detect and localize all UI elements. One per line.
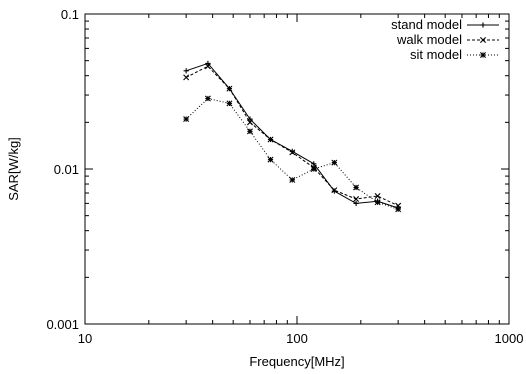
data-point xyxy=(480,52,486,58)
marker-stroke xyxy=(226,100,233,107)
x-tick-label: 1000 xyxy=(495,331,524,346)
data-point xyxy=(226,85,233,92)
marker-stroke xyxy=(183,74,190,81)
legend-item: sit model xyxy=(410,47,499,62)
data-point xyxy=(183,74,190,81)
series-sit-model xyxy=(183,95,402,213)
data-point xyxy=(331,187,338,194)
data-point xyxy=(226,100,233,107)
data-point xyxy=(395,206,402,213)
data-point xyxy=(353,200,359,206)
data-point xyxy=(353,196,360,203)
marker-stroke xyxy=(374,192,381,199)
marker-stroke xyxy=(480,37,486,43)
marker-stroke xyxy=(353,184,360,191)
data-point xyxy=(246,128,253,135)
series-line xyxy=(185,65,399,207)
marker-stroke xyxy=(204,63,211,70)
legend-label: walk model xyxy=(396,32,462,47)
data-point xyxy=(205,60,211,67)
marker-stroke xyxy=(353,196,360,203)
y-tick-label: 0.1 xyxy=(61,7,79,22)
marker-stroke xyxy=(289,149,296,156)
marker-stroke xyxy=(331,159,338,166)
marker-stroke xyxy=(246,128,253,135)
marker-stroke xyxy=(183,116,190,123)
legend-item: stand model xyxy=(391,17,499,32)
x-tick-label: 10 xyxy=(78,331,92,346)
marker-stroke xyxy=(331,187,338,194)
marker-stroke xyxy=(246,119,253,126)
marker-stroke xyxy=(226,85,233,92)
data-point xyxy=(289,176,296,183)
marker-stroke xyxy=(395,206,402,213)
y-tick-label: 0.01 xyxy=(54,162,79,177)
data-point xyxy=(183,116,190,123)
data-point xyxy=(204,63,211,70)
data-point xyxy=(480,37,486,43)
data-point xyxy=(311,161,317,167)
series-walk-model xyxy=(183,63,402,209)
series-line xyxy=(185,62,399,209)
marker-stroke xyxy=(480,52,486,58)
data-point xyxy=(353,184,360,191)
marker-stroke xyxy=(267,156,274,163)
data-point xyxy=(331,159,338,166)
marker-stroke xyxy=(204,95,211,102)
data-point xyxy=(267,156,274,163)
legend-label: stand model xyxy=(391,17,462,32)
x-tick-label: 100 xyxy=(286,331,308,346)
data-point xyxy=(374,192,381,199)
legend-item: walk model xyxy=(396,32,499,47)
y-axis-label: SAR[W/kg] xyxy=(6,137,21,201)
marker-stroke xyxy=(374,199,381,206)
data-point xyxy=(310,166,317,172)
data-point xyxy=(183,68,189,74)
marker-stroke xyxy=(267,136,274,143)
data-point xyxy=(374,199,381,206)
marker-stroke xyxy=(289,176,296,183)
legend-label: sit model xyxy=(410,47,462,62)
data-point xyxy=(289,149,296,156)
data-point xyxy=(267,136,274,143)
axis-ticks: 10 100 1000 0.001 0.01 0.1 xyxy=(46,7,523,346)
data-point xyxy=(246,119,253,126)
y-tick-label: 0.001 xyxy=(46,317,79,332)
data-point xyxy=(204,95,211,102)
data-point xyxy=(480,22,486,28)
x-axis-label: Frequency[MHz] xyxy=(249,354,344,369)
marker-stroke xyxy=(310,166,317,172)
series-layer xyxy=(183,60,402,213)
series-stand-model xyxy=(183,60,401,211)
